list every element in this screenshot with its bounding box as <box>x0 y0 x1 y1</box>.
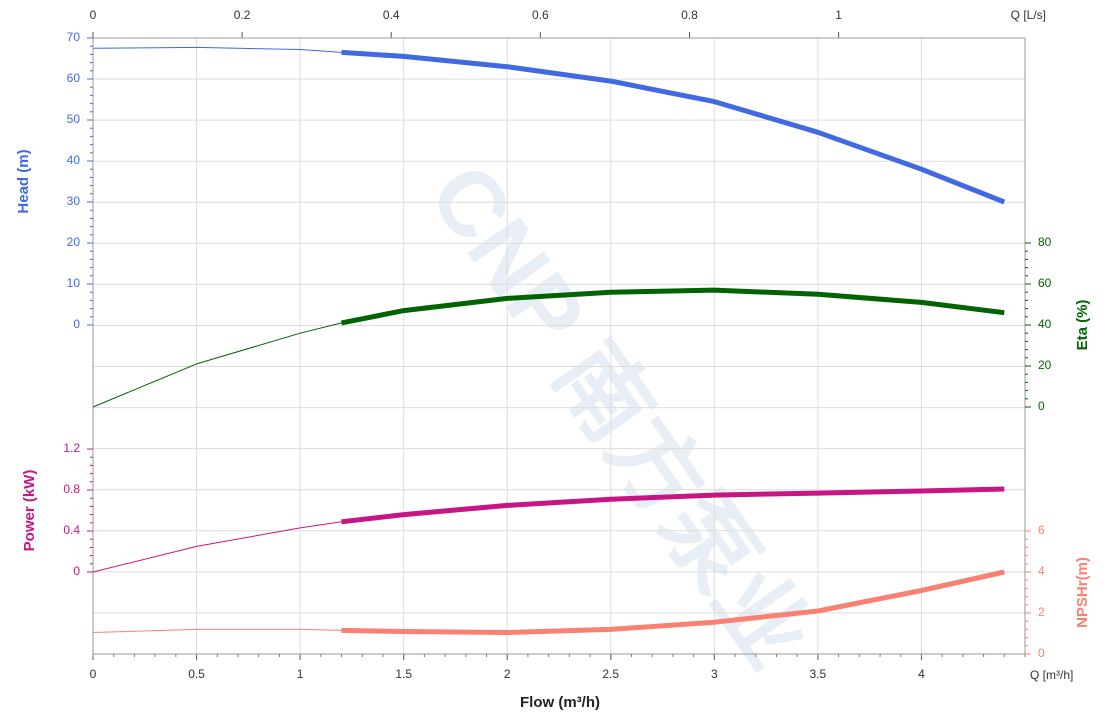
watermark: CNP 南方泵业 <box>410 147 830 686</box>
x2-tick-label: 0 <box>90 8 97 22</box>
y-tick-label: 40 <box>67 153 81 167</box>
y-tick-label: 30 <box>67 194 81 208</box>
curve <box>92 322 342 408</box>
curve-operating <box>341 287 1005 326</box>
y-tick-label: 0 <box>1038 646 1045 660</box>
x-tick-label: 1 <box>297 667 304 681</box>
x2-unit-label: Q [L/s] <box>1011 8 1046 22</box>
y-tick-label: 40 <box>1038 317 1052 331</box>
y-tick-label: 20 <box>1038 358 1052 372</box>
axis-title: Power (kW) <box>21 470 38 552</box>
curve <box>92 521 342 573</box>
curve-operating <box>341 569 1005 635</box>
axis-title: NPSHr(m) <box>1074 557 1091 628</box>
axis-title: Eta (%) <box>1074 300 1091 351</box>
y-tick-label: 0 <box>1038 399 1045 413</box>
x2-tick-label: 0.4 <box>383 8 400 22</box>
curve <box>92 46 342 53</box>
x-tick-label: 1.5 <box>395 667 412 681</box>
y-tick-label: 0.4 <box>63 523 80 537</box>
y-tick-label: 50 <box>67 112 81 126</box>
axis-title: Head (m) <box>15 149 32 213</box>
x-tick-label: 2.5 <box>602 667 619 681</box>
y-tick-label: 6 <box>1038 523 1045 537</box>
y-tick-label: 0 <box>73 317 80 331</box>
y-tick-label: 0.8 <box>63 482 80 496</box>
y-tick-label: 70 <box>67 30 81 44</box>
x-tick-label: 0.5 <box>188 667 205 681</box>
x-axis-title: Flow (m³/h) <box>520 694 600 711</box>
x2-tick-label: 0.8 <box>681 8 698 22</box>
y-tick-label: 1.2 <box>63 441 80 455</box>
x-tick-label: 3 <box>711 667 718 681</box>
x-unit-label: Q [m³/h] <box>1030 668 1073 682</box>
curve <box>92 628 342 633</box>
y-tick-label: 10 <box>67 276 81 290</box>
y-tick-label: 60 <box>1038 276 1052 290</box>
x2-tick-label: 0.2 <box>234 8 251 22</box>
y-tick-label: 80 <box>1038 235 1052 249</box>
x2-tick-label: 0.6 <box>532 8 549 22</box>
y-tick-label: 60 <box>67 71 81 85</box>
x-tick-label: 2 <box>504 667 511 681</box>
x-tick-label: 3.5 <box>810 667 827 681</box>
y-tick-label: 0 <box>73 564 80 578</box>
curve-operating <box>341 486 1005 525</box>
curve-operating <box>341 49 1006 205</box>
x-tick-label: 4 <box>918 667 925 681</box>
x2-tick-label: 1 <box>835 8 842 22</box>
y-tick-label: 4 <box>1038 564 1045 578</box>
x-tick-label: 0 <box>90 667 97 681</box>
y-tick-label: 20 <box>67 235 81 249</box>
y-tick-label: 2 <box>1038 605 1045 619</box>
